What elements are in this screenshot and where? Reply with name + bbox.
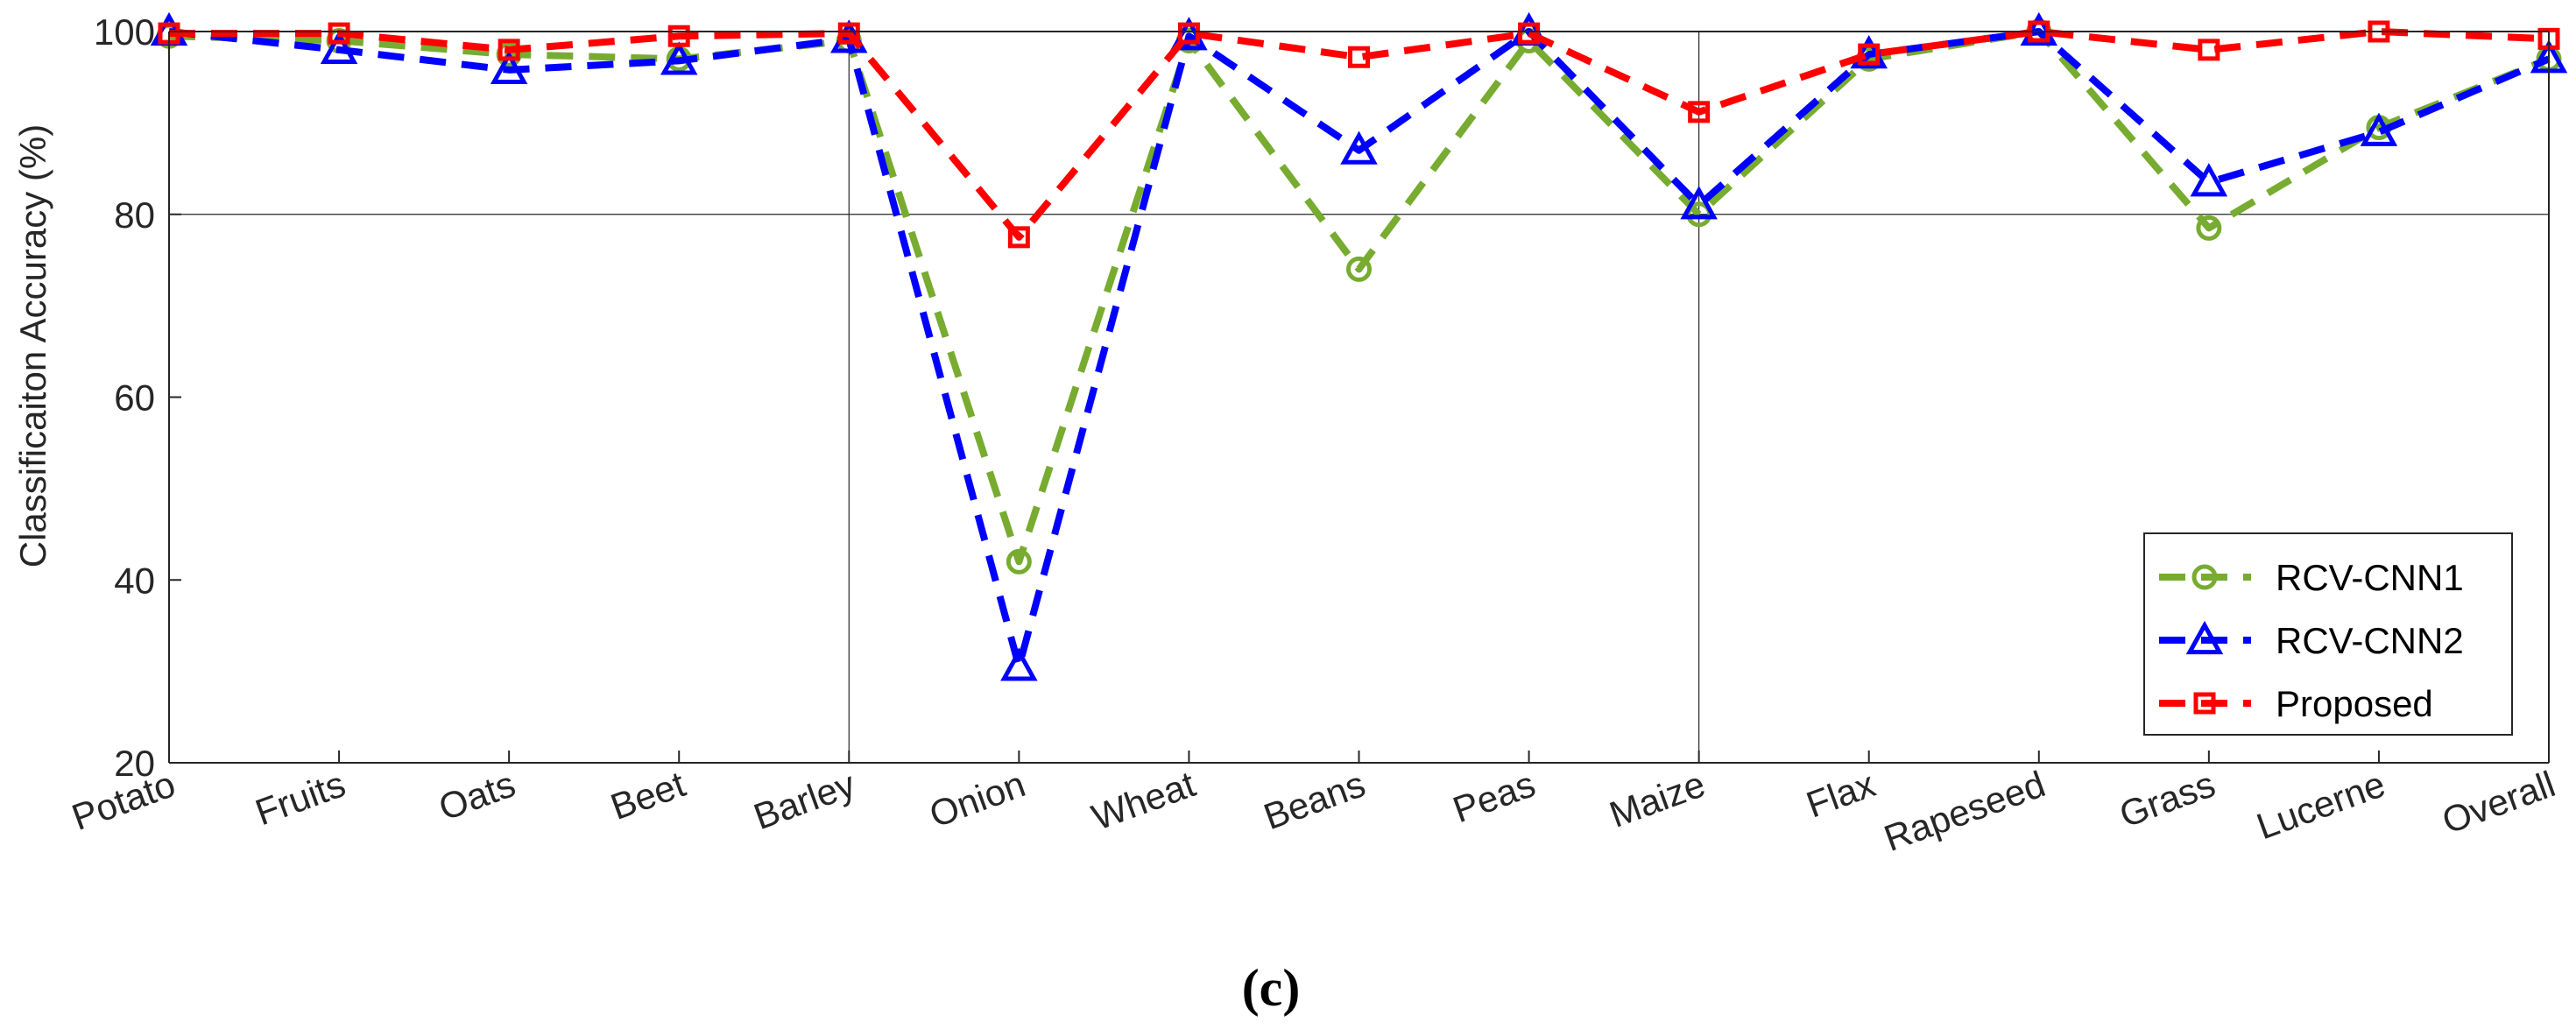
x-tick-label: Lucerne (2251, 763, 2390, 847)
data-point-rcv-cnn1 (2196, 215, 2222, 241)
data-point-proposed (1858, 43, 1881, 66)
data-point-rcv-cnn2 (1000, 647, 1038, 681)
data-point-proposed (1688, 101, 1711, 123)
data-point-rcv-cnn2 (320, 30, 358, 64)
y-tick-label: 60 (114, 377, 155, 419)
series-rcv-cnn1 (156, 18, 2562, 574)
x-tick-labels: Potato Fruits Oats Beet Barley Onion Wheat Bean… (67, 763, 2560, 859)
data-point-proposed (2198, 39, 2220, 61)
legend-label-rcv-cnn2: RCV-CNN2 (2276, 620, 2464, 661)
data-point-proposed (1348, 46, 1370, 68)
x-tick-label: Maize (1604, 763, 1710, 835)
x-tick-label: Beet (605, 763, 691, 828)
x-tick-label: Oats (434, 763, 520, 828)
data-point-rcv-cnn1 (1346, 256, 1372, 282)
y-tick-label: 80 (114, 194, 155, 236)
y-axis-label: Classificaiton Accuracy (%) (12, 124, 53, 567)
x-tick-label: Flax (1801, 763, 1881, 825)
legend-marker-rcv-cnn1 (2191, 564, 2218, 590)
figure-caption: (c) (1242, 959, 1301, 1017)
data-point-proposed (328, 22, 350, 45)
x-tick-label: Wheat (1086, 763, 1200, 838)
x-tick-label: Barley (748, 763, 860, 837)
x-tick-label: Rapeseed (1879, 763, 2050, 859)
data-point-rcv-cnn2 (2190, 163, 2228, 197)
x-tick-label: Onion (924, 763, 1030, 835)
x-tick-label: Peas (1448, 763, 1541, 830)
data-point-proposed (1518, 22, 1541, 45)
data-point-rcv-cnn2 (1680, 186, 1718, 220)
x-tick-label: Beans (1259, 763, 1371, 837)
legend-label-rcv-cnn1: RCV-CNN1 (2276, 557, 2464, 598)
x-tick-label: Fruits (250, 763, 350, 833)
data-point-proposed (667, 25, 690, 47)
data-point-proposed (498, 39, 520, 61)
data-point-proposed (837, 22, 860, 45)
series-line-proposed (169, 28, 2550, 241)
x-tick-label: Overall (2437, 763, 2560, 842)
data-point-rcv-cnn1 (1006, 548, 1032, 574)
y-tick-labels: 20 40 60 80 100 (94, 11, 155, 784)
data-point-rcv-cnn2 (2360, 112, 2398, 146)
data-point-proposed (1007, 226, 1030, 249)
series-group (150, 11, 2568, 681)
series-line-rcv-cnn2 (168, 28, 2551, 671)
series-line-rcv-cnn1 (168, 28, 2551, 566)
data-point-proposed (1177, 22, 1200, 45)
y-tick-label: 40 (114, 560, 155, 601)
y-tick-label: 20 (114, 743, 155, 784)
x-tick-label: Grass (2114, 763, 2220, 835)
data-point-rcv-cnn2 (490, 50, 528, 84)
legend-marker-proposed (2193, 692, 2216, 715)
legend: RCV-CNN1 RCV-CNN2 Proposed (2143, 532, 2513, 736)
legend-marker-rcv-cnn2 (2185, 620, 2224, 655)
data-point-rcv-cnn2 (660, 41, 698, 75)
legend-label-proposed: Proposed (2276, 683, 2433, 724)
data-point-rcv-cnn1 (1686, 201, 1712, 228)
data-point-rcv-cnn2 (1340, 130, 1378, 165)
axes (168, 31, 2550, 764)
y-tick-label: 100 (94, 11, 155, 53)
